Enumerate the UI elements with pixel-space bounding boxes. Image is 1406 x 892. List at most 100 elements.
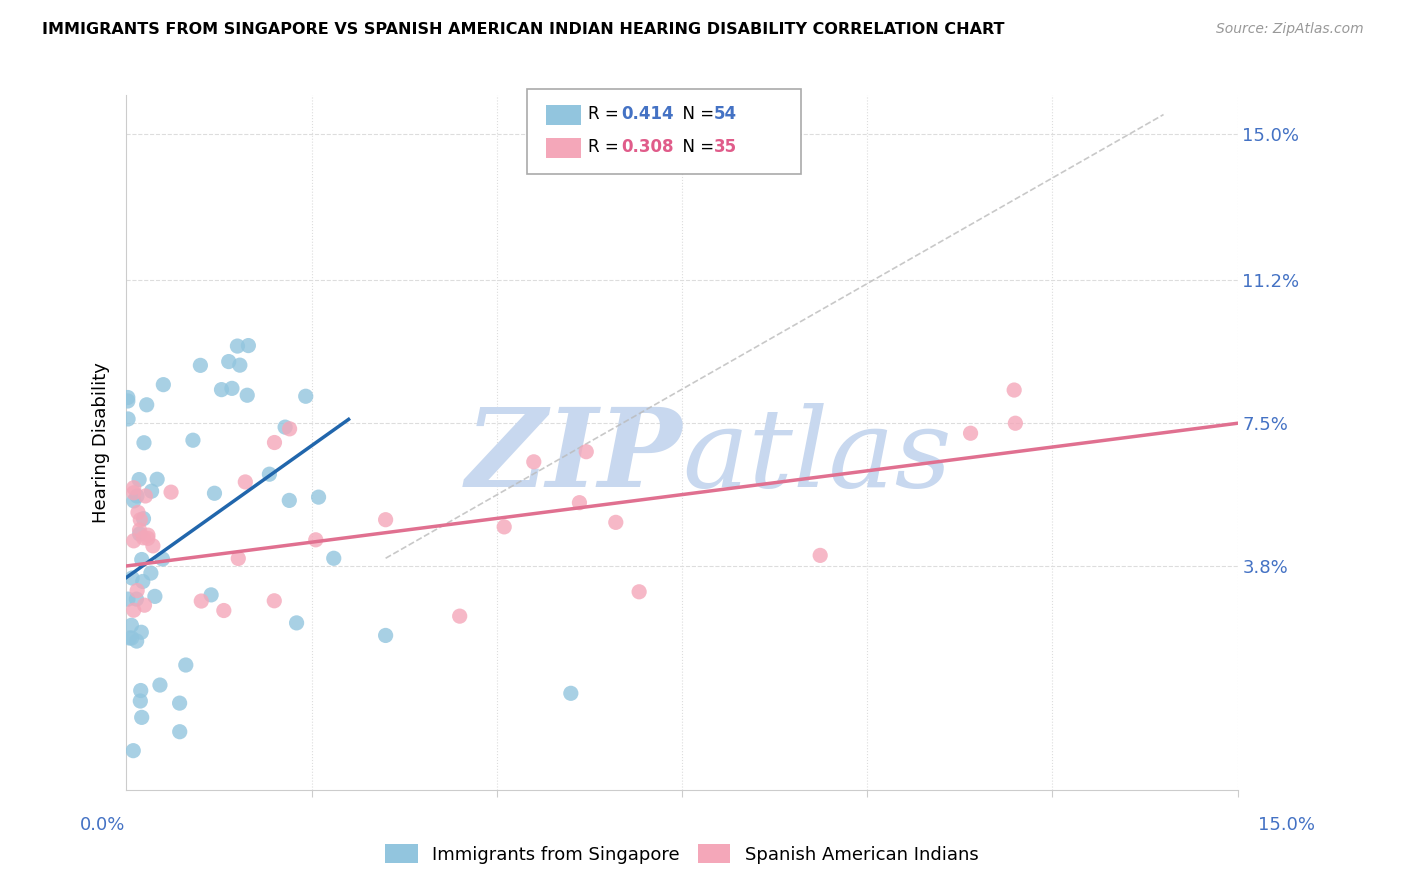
Text: R =: R =: [588, 105, 624, 123]
Point: [131, 710, 153, 724]
Text: Source: ZipAtlas.com: Source: ZipAtlas.com: [1216, 22, 1364, 37]
Text: 0.0%: 0.0%: [80, 816, 125, 834]
Point: [132, 531, 155, 545]
Point: [121, 571, 143, 585]
Point: [233, 475, 256, 489]
Point: [174, 658, 197, 673]
Point: [221, 381, 243, 395]
Point: [118, 631, 141, 645]
Point: [132, 511, 155, 525]
Point: [1004, 416, 1026, 430]
Point: [136, 528, 159, 542]
Point: [278, 493, 301, 508]
Point: [263, 594, 285, 608]
Point: [117, 592, 139, 607]
Point: [204, 486, 226, 500]
Point: [142, 539, 165, 553]
Point: [146, 472, 169, 486]
Point: [121, 631, 143, 645]
Point: [285, 615, 308, 630]
Point: [374, 628, 396, 642]
Point: [131, 552, 153, 566]
Point: [190, 594, 212, 608]
Point: [149, 678, 172, 692]
Point: [125, 592, 148, 607]
Point: [122, 744, 145, 758]
Text: R =: R =: [588, 138, 624, 156]
Point: [160, 485, 183, 500]
Point: [305, 533, 328, 547]
Point: [568, 496, 591, 510]
Point: [190, 359, 212, 373]
Point: [129, 513, 152, 527]
Point: [122, 485, 145, 500]
Point: [523, 455, 546, 469]
Point: [263, 435, 285, 450]
Text: N =: N =: [672, 138, 720, 156]
Text: N =: N =: [672, 105, 720, 123]
Point: [122, 603, 145, 617]
Point: [143, 590, 166, 604]
Point: [141, 484, 163, 499]
Point: [322, 551, 344, 566]
Point: [169, 696, 191, 710]
Point: [117, 394, 139, 409]
Point: [278, 422, 301, 436]
Point: [212, 603, 235, 617]
Y-axis label: Hearing Disability: Hearing Disability: [93, 362, 110, 523]
Point: [136, 532, 159, 546]
Point: [169, 724, 191, 739]
Point: [122, 494, 145, 508]
Point: [226, 551, 249, 566]
Point: [308, 490, 330, 504]
Text: ZIP: ZIP: [465, 402, 682, 510]
Point: [125, 489, 148, 503]
Point: [117, 412, 139, 426]
Point: [211, 383, 233, 397]
Point: [129, 683, 152, 698]
Point: [125, 634, 148, 648]
Point: [128, 523, 150, 537]
Point: [274, 420, 297, 434]
Point: [120, 618, 142, 632]
Point: [294, 389, 316, 403]
Point: [605, 516, 627, 530]
Point: [229, 358, 252, 372]
Point: [449, 609, 471, 624]
Point: [139, 566, 162, 581]
Point: [134, 489, 156, 503]
Point: [132, 574, 155, 589]
Point: [238, 338, 260, 352]
Point: [122, 533, 145, 548]
Point: [152, 377, 174, 392]
Point: [200, 588, 222, 602]
Point: [129, 694, 152, 708]
Point: [134, 598, 156, 612]
Point: [152, 552, 174, 566]
Text: IMMIGRANTS FROM SINGAPORE VS SPANISH AMERICAN INDIAN HEARING DISABILITY CORRELAT: IMMIGRANTS FROM SINGAPORE VS SPANISH AME…: [42, 22, 1005, 37]
Text: atlas: atlas: [682, 402, 952, 510]
Point: [560, 686, 582, 700]
Point: [117, 391, 139, 405]
Point: [575, 444, 598, 458]
Point: [132, 435, 155, 450]
Point: [236, 388, 259, 402]
Point: [135, 398, 157, 412]
Text: 15.0%: 15.0%: [1257, 816, 1315, 834]
Point: [808, 549, 831, 563]
Text: 0.308: 0.308: [621, 138, 673, 156]
Point: [374, 513, 396, 527]
Point: [128, 527, 150, 541]
Point: [226, 339, 249, 353]
Point: [494, 520, 516, 534]
Point: [181, 434, 204, 448]
Point: [129, 625, 152, 640]
Point: [959, 426, 981, 441]
Point: [1002, 383, 1025, 397]
Point: [628, 584, 651, 599]
Point: [259, 467, 281, 482]
Point: [127, 505, 149, 519]
Point: [127, 583, 149, 598]
Text: 54: 54: [714, 105, 737, 123]
Point: [218, 354, 240, 368]
